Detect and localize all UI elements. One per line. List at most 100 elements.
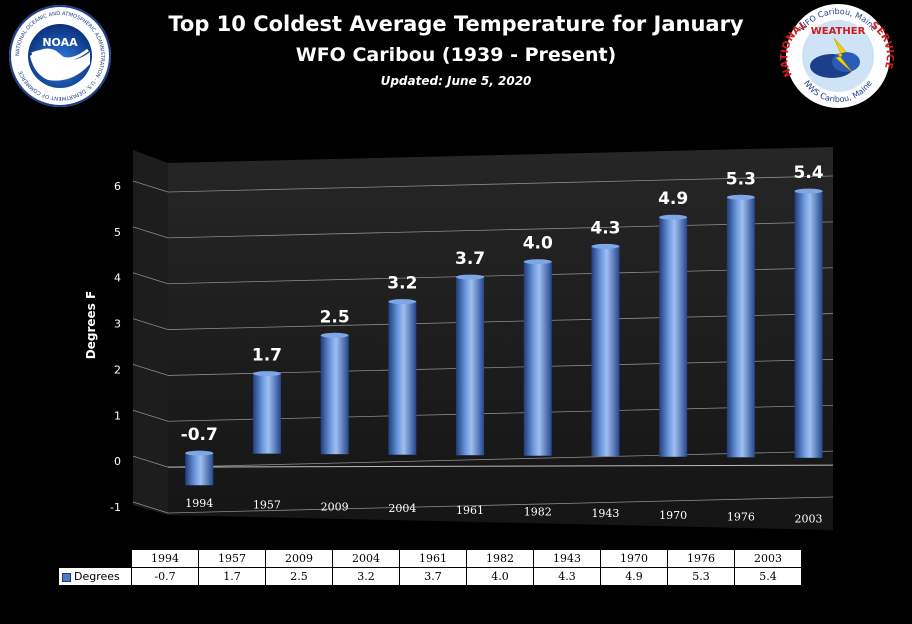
- updated-date: Updated: June 5, 2020: [380, 74, 532, 88]
- data-table-value-cell: 3.2: [332, 567, 400, 586]
- noaa-logo: NATIONAL OCEANIC AND ATMOSPHERIC ADMINIS…: [9, 5, 111, 107]
- plot-side-wall: [133, 150, 168, 515]
- gridline-side: [132, 455, 169, 468]
- bar-cap: [388, 299, 417, 305]
- bar: [726, 197, 755, 458]
- x-tick-label: 1943: [591, 507, 619, 520]
- y-tick-label: 4: [114, 272, 121, 285]
- x-tick-label: 2003: [795, 512, 823, 525]
- data-table-row-label: Degrees: [58, 567, 132, 586]
- bar-data-label: 5.4: [793, 163, 823, 183]
- data-table-header-row: 1994 1957 2009 2004 1961 1982 1943 1970 1976 2003: [58, 549, 802, 568]
- data-table-year-cell: 2003: [734, 549, 802, 568]
- bar: [185, 453, 214, 486]
- bar-cap: [252, 371, 281, 377]
- bar: [252, 373, 281, 454]
- x-tick-label: 1982: [524, 506, 552, 519]
- gridline: [167, 313, 834, 330]
- bar-cap: [523, 259, 552, 265]
- data-table-value-cell: 3.7: [399, 567, 467, 586]
- chart-title: Top 10 Coldest Average Temperature for J…: [168, 12, 744, 36]
- data-table: 1994 1957 2009 2004 1961 1982 1943 1970 1976 2003…: [58, 549, 802, 586]
- x-tick-label: 2009: [321, 500, 349, 513]
- y-tick-label: 5: [114, 226, 121, 239]
- legend-swatch: [62, 572, 71, 582]
- bar: [456, 277, 485, 456]
- data-table-value-cell: 4.0: [466, 567, 534, 586]
- nws-word-weather: WEATHER: [811, 26, 866, 37]
- data-table-year-cell: 2004: [332, 549, 400, 568]
- y-tick-label: 2: [114, 363, 121, 376]
- chart: -1 0 1 2 3 4 5 6 -0.7 1.7 2.5 3.2 3.7 4.0 4.3 4.9 5.3 5.…: [84, 147, 834, 530]
- bar-data-label: -0.7: [181, 425, 218, 445]
- y-tick-label: 0: [114, 455, 121, 468]
- data-table-year-cell: 1943: [533, 549, 601, 568]
- gridline-side: [132, 318, 169, 330]
- bar-data-label: 5.3: [726, 169, 756, 189]
- gridline: [167, 175, 834, 193]
- bar-data-label: 2.5: [320, 307, 350, 327]
- x-tick-label: 1970: [659, 509, 687, 522]
- data-table-year-cell: 1957: [198, 549, 266, 568]
- gridline-side: [132, 501, 169, 514]
- y-tick-label: 3: [114, 318, 121, 331]
- bar-data-label: 3.2: [387, 274, 417, 294]
- data-table-year-cell: 1970: [600, 549, 668, 568]
- gridline: [167, 221, 834, 239]
- data-table-value-cell: 1.7: [198, 567, 266, 586]
- bar-cap: [659, 214, 688, 220]
- x-tick-label: 1957: [253, 499, 281, 512]
- bar-data-label: 4.9: [658, 189, 688, 209]
- gridline: [167, 496, 834, 514]
- bar: [794, 191, 823, 458]
- bar-data-label: 3.7: [455, 249, 485, 269]
- gridline-side: [132, 226, 169, 239]
- bar: [320, 335, 349, 455]
- data-table-year-cell: 1982: [466, 549, 534, 568]
- gridline-side: [132, 364, 169, 376]
- zero-baseline: [167, 464, 834, 468]
- data-table-year-cell: 2009: [265, 549, 333, 568]
- data-table-year-cell: 1976: [667, 549, 735, 568]
- data-table-value-row: Degrees -0.7 1.7 2.5 3.2 3.7 4.0 4.3 4.9 5.3 5.4: [58, 567, 802, 586]
- bar: [659, 217, 688, 457]
- legend-series-name: Degrees: [74, 570, 120, 583]
- bar-data-label: 4.0: [523, 234, 553, 254]
- gridline-side: [132, 409, 169, 422]
- x-tick-label: 2004: [388, 502, 416, 515]
- gridline-side: [132, 272, 169, 285]
- y-tick-label: 1: [114, 409, 121, 422]
- x-tick-label: 1994: [185, 497, 213, 510]
- data-table-value-cell: 4.9: [600, 567, 668, 586]
- y-tick-label: -1: [110, 501, 121, 514]
- nws-logo: WFO Caribou, Maine NWS Caribou, Maine NA…: [779, 4, 895, 108]
- data-table-value-cell: 5.4: [734, 567, 802, 586]
- x-tick-label: 1976: [727, 511, 755, 524]
- bar-cap: [456, 274, 485, 280]
- data-table-year-cell: 1994: [131, 549, 199, 568]
- bar-data-label: 1.7: [252, 346, 282, 366]
- bar-data-label: 4.3: [590, 218, 620, 238]
- bar-cap: [591, 243, 620, 249]
- data-table-value-cell: -0.7: [131, 567, 199, 586]
- y-tick-label: 6: [114, 180, 121, 193]
- gridline: [167, 267, 834, 285]
- y-axis-label: Degrees F: [84, 291, 98, 359]
- bar-cap: [320, 332, 349, 338]
- noaa-logo-text: NOAA: [42, 36, 78, 49]
- bar-cap: [185, 450, 214, 456]
- bar-cap: [726, 194, 755, 200]
- x-tick-label: 1961: [456, 504, 484, 517]
- data-table-value-cell: 5.3: [667, 567, 735, 586]
- chart-subtitle: WFO Caribou (1939 - Present): [295, 44, 617, 66]
- data-table-corner: [58, 549, 132, 568]
- bar-cap: [794, 188, 823, 194]
- data-table-value-cell: 2.5: [265, 567, 333, 586]
- gridline: [167, 450, 834, 468]
- data-table-value-cell: 4.3: [533, 567, 601, 586]
- gridline-side: [132, 180, 169, 193]
- bar: [591, 246, 620, 457]
- bar: [523, 261, 552, 456]
- data-table-year-cell: 1961: [399, 549, 467, 568]
- bar: [388, 301, 417, 455]
